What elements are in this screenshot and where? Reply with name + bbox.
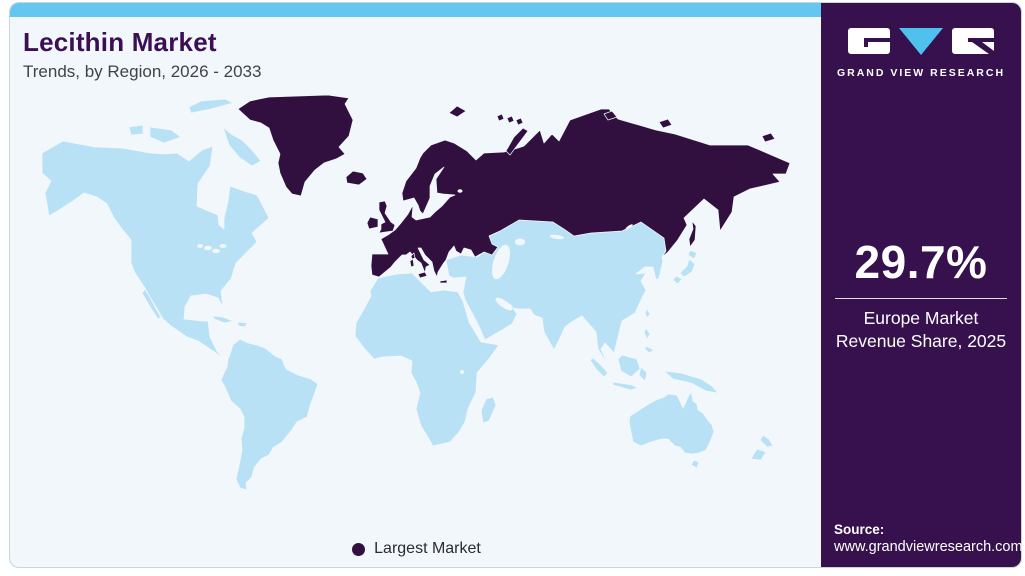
region-africa — [354, 272, 500, 447]
region-greenland-highlight — [237, 94, 354, 197]
stat-caption-line2: Revenue Share, 2025 — [835, 331, 1007, 352]
region-south-america — [220, 338, 319, 491]
region-caribbean — [212, 315, 248, 328]
region-arctic-islands-highlight — [448, 105, 776, 156]
world-map — [41, 94, 791, 491]
lakes — [197, 189, 633, 374]
stat-divider — [835, 298, 1007, 299]
source-label: Source: — [834, 522, 885, 537]
legend: Largest Market — [10, 540, 823, 558]
region-sakhalin-highlight — [688, 220, 697, 248]
source-block: Source: www.grandviewresearch.com — [834, 522, 1023, 555]
legend-label: Largest Market — [374, 540, 481, 557]
region-canadian-arctic — [128, 98, 262, 167]
region-uk-ireland-highlight — [366, 200, 396, 234]
gvr-logo-icon — [848, 28, 994, 55]
page-subtitle: Trends, by Region, 2026 - 2033 — [23, 62, 262, 81]
stat-block: 29.7% Europe Market Revenue Share, 2025 — [821, 235, 1021, 353]
region-madagascar — [480, 396, 497, 424]
region-north-america — [41, 140, 270, 359]
region-australia — [628, 392, 715, 469]
largest-market-dot-icon — [352, 542, 366, 556]
region-iceland-highlight — [345, 170, 368, 186]
brand-logo: GRAND VIEW RESEARCH — [821, 27, 1021, 79]
region-southeast-asia-islands — [589, 308, 719, 394]
brand-name: GRAND VIEW RESEARCH — [836, 67, 1006, 79]
region-japan — [672, 249, 698, 285]
stat-value: 29.7% — [854, 236, 988, 288]
infographic-card: Lecithin Market Trends, by Region, 2026 … — [9, 2, 1023, 568]
top-accent-bar — [10, 3, 1021, 17]
stat-caption-line1: Europe Market — [863, 308, 979, 328]
header: Lecithin Market Trends, by Region, 2026 … — [23, 27, 261, 82]
region-new-zealand — [750, 434, 774, 461]
region-europe-russia-highlight — [370, 108, 791, 278]
page-title: Lecithin Market — [23, 27, 217, 57]
sidebar: GRAND VIEW RESEARCH 29.7% Europe Market … — [821, 3, 1023, 567]
region-mediterranean-islands-highlight — [409, 252, 448, 284]
source-url: www.grandviewresearch.com — [834, 539, 1023, 555]
map-panel: Lecithin Market Trends, by Region, 2026 … — [10, 3, 823, 567]
